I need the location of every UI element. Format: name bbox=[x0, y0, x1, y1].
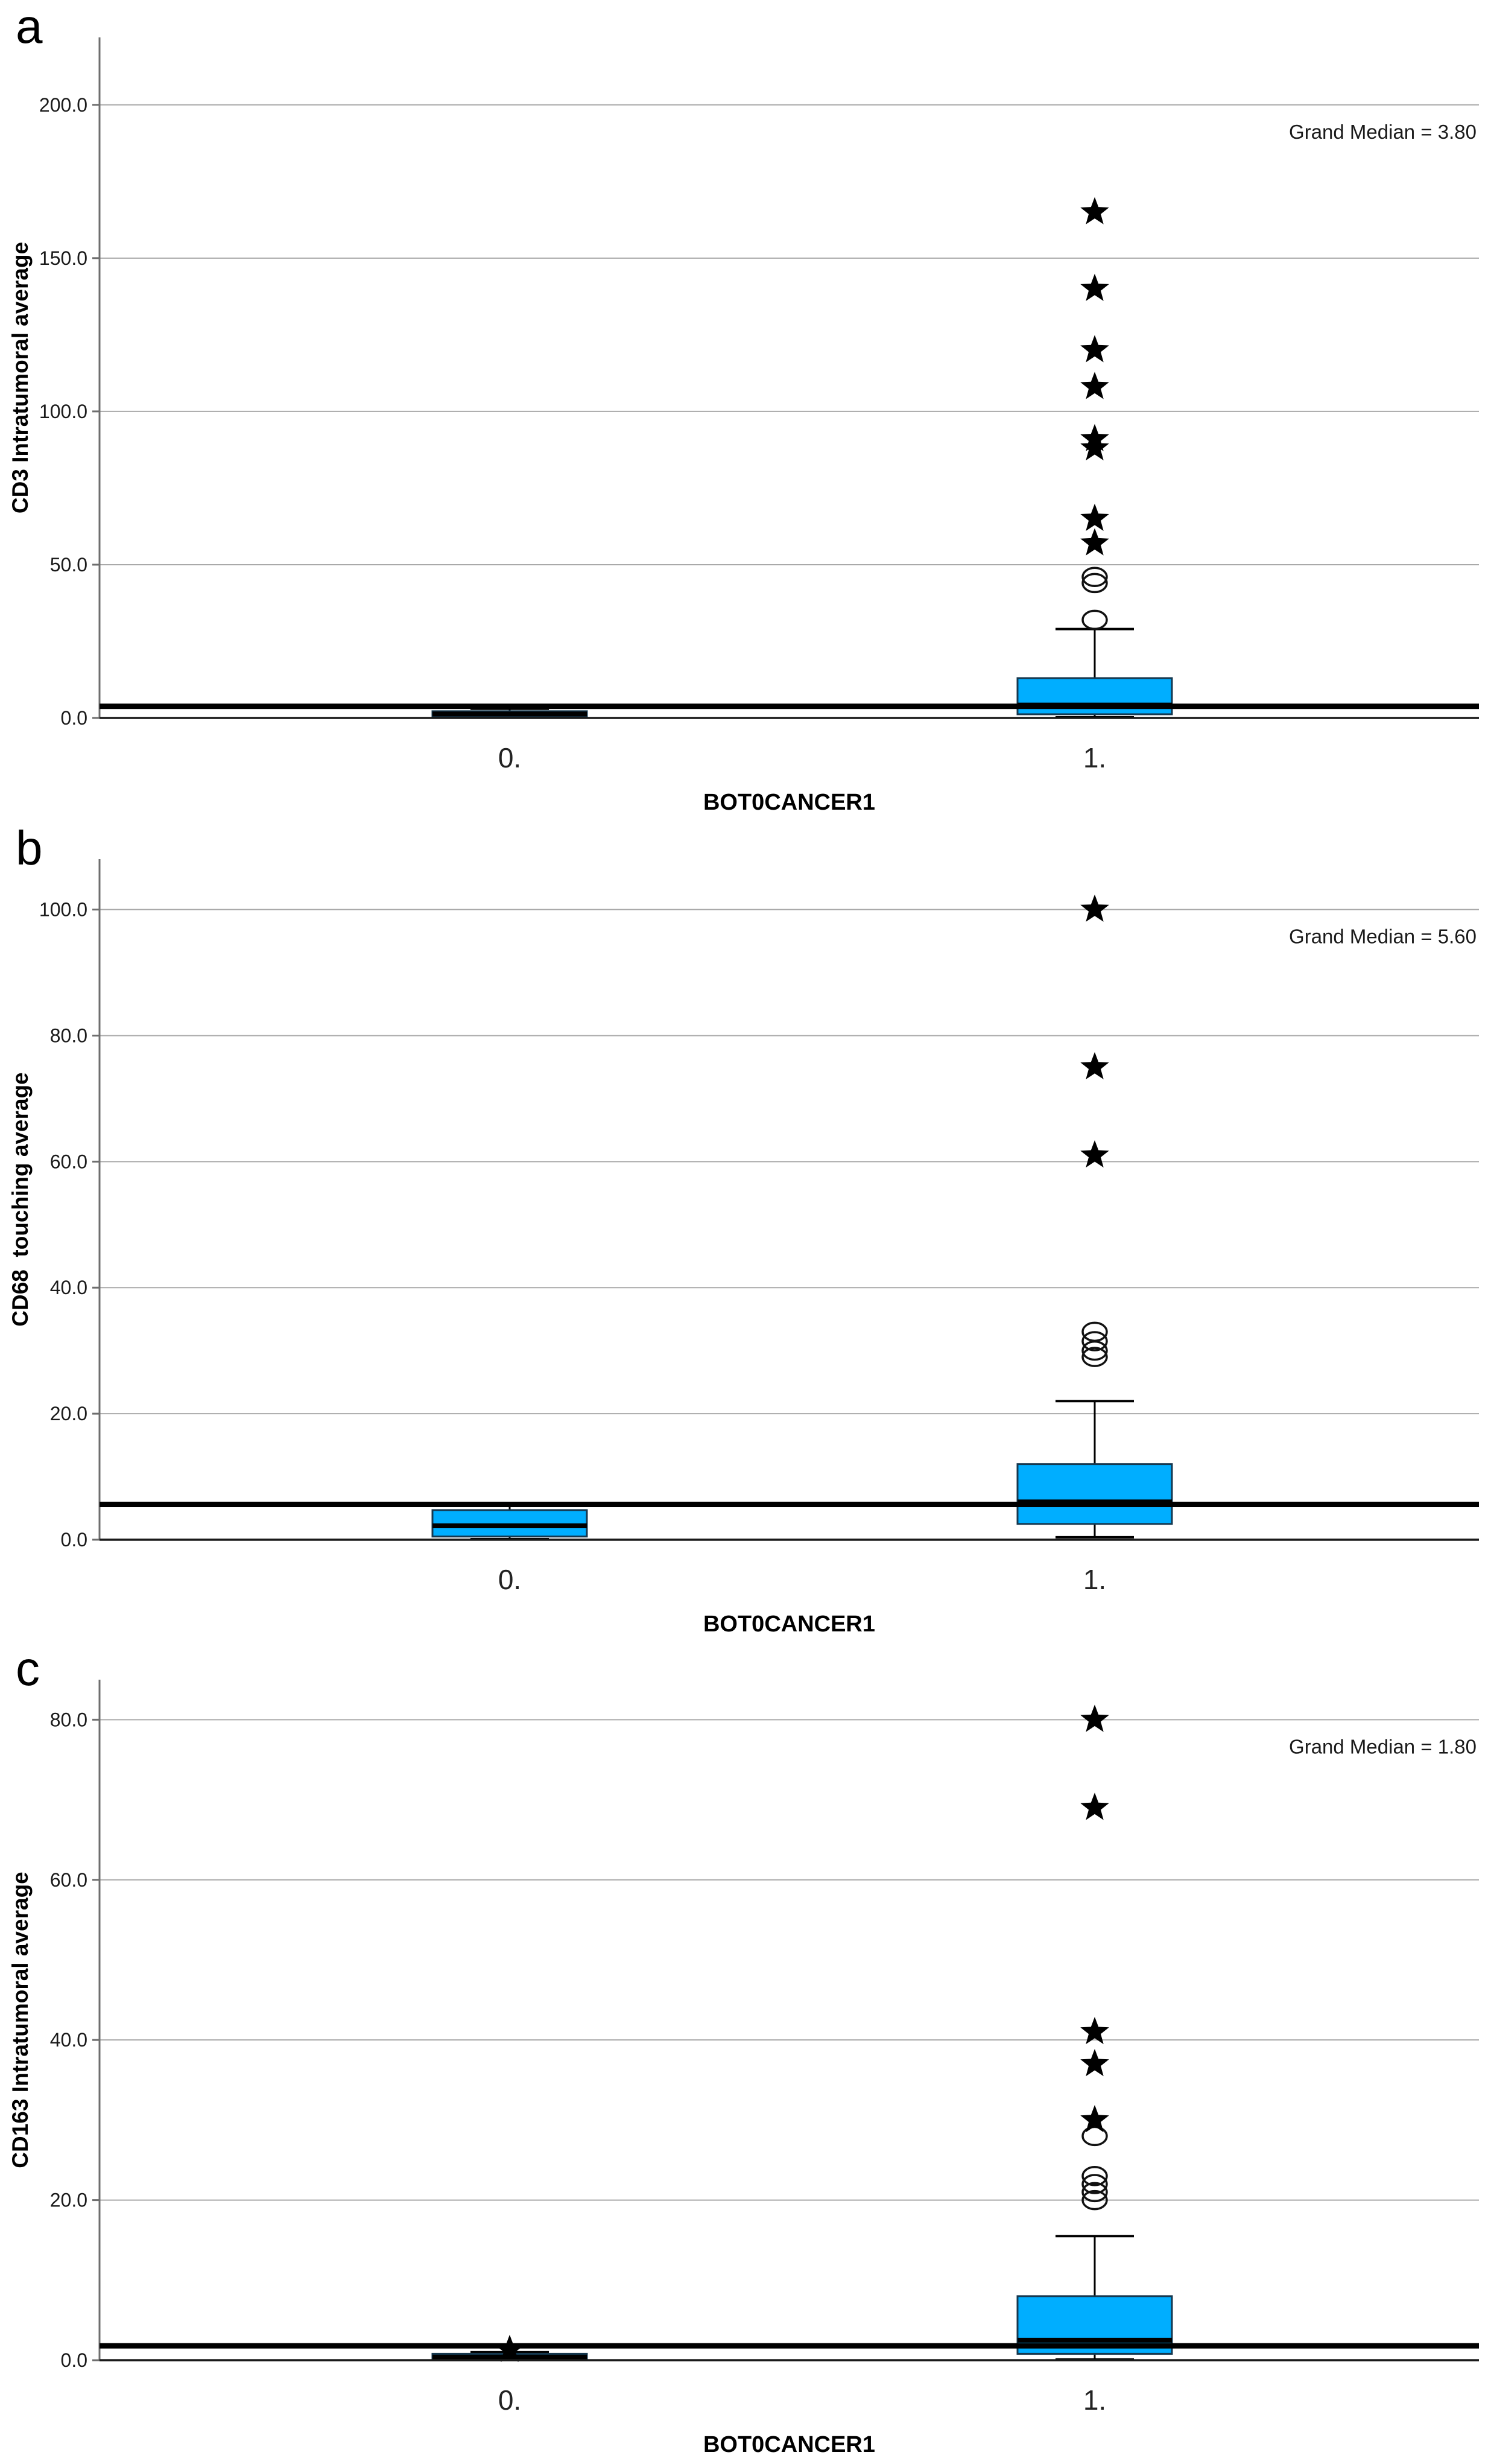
y-tick-label: 0.0 bbox=[61, 707, 87, 729]
outlier-circle bbox=[1081, 2126, 1108, 2147]
y-tick-label: 0.0 bbox=[61, 2349, 87, 2371]
panel-c: c 0.0 20.0 40.0 60.0 80.0 Grand Median = 1.80… bbox=[0, 1642, 1494, 2464]
extreme-star bbox=[1080, 1140, 1109, 1168]
y-tick-label: 40.0 bbox=[50, 2029, 87, 2051]
outlier-circle bbox=[1081, 1321, 1108, 1342]
extreme-star bbox=[1080, 2104, 1109, 2133]
y-tick-label: 80.0 bbox=[50, 1024, 87, 1046]
outlier-circle bbox=[1081, 2189, 1108, 2211]
y-tick-label: 60.0 bbox=[50, 1869, 87, 1891]
extreme-star bbox=[1080, 433, 1109, 461]
extreme-star bbox=[1080, 2049, 1109, 2077]
extreme-star bbox=[1080, 1704, 1109, 1732]
panel-letter-b: b bbox=[16, 821, 43, 875]
y-tick-label: 150.0 bbox=[39, 247, 87, 269]
extreme-star bbox=[1080, 372, 1109, 399]
y-axis-title: CD163 Intratumoral average bbox=[8, 1872, 33, 2168]
y-axis-title: CD68 touching average bbox=[8, 1072, 33, 1327]
outlier-circle bbox=[1081, 2166, 1108, 2186]
y-tick-label: 100.0 bbox=[39, 401, 87, 422]
x-axis-title: BOT0CANCER1 bbox=[703, 2432, 875, 2457]
y-tick-label: 60.0 bbox=[50, 1151, 87, 1172]
extreme-star bbox=[1080, 503, 1109, 531]
y-axis-title: CD3 Intratumoral average bbox=[8, 242, 33, 513]
x-tick-label: 0. bbox=[498, 1564, 521, 1595]
outlier-circle bbox=[1081, 2182, 1108, 2203]
panel-b: b 0.0 20.0 40.0 60.0 80.0 100.0 Grand Median =… bbox=[0, 822, 1494, 1642]
extreme-star bbox=[1080, 197, 1109, 224]
grand-median-annotation: Grand Median = 1.80 bbox=[1289, 1735, 1477, 1758]
extreme-star bbox=[1080, 894, 1109, 922]
outlier-circle bbox=[1081, 1347, 1108, 1367]
y-tick-label: 20.0 bbox=[50, 2189, 87, 2211]
extreme-star bbox=[1080, 273, 1109, 301]
x-axis-title: BOT0CANCER1 bbox=[703, 1611, 875, 1637]
box-group-0 bbox=[431, 1509, 588, 1538]
x-tick-label: 0. bbox=[498, 2384, 521, 2416]
y-tick-label: 80.0 bbox=[50, 1709, 87, 1730]
y-tick-label: 100.0 bbox=[39, 899, 87, 921]
panel-a: a 0.0 50.0 100.0 150.0 200.0 Grand Median = 3… bbox=[0, 0, 1494, 822]
extreme-star bbox=[1080, 2016, 1109, 2045]
extreme-star bbox=[1080, 1052, 1109, 1079]
extreme-star bbox=[1080, 424, 1109, 451]
panel-letter-c: c bbox=[16, 1642, 40, 1695]
outlier-circle bbox=[1081, 2174, 1108, 2194]
y-tick-label: 200.0 bbox=[39, 94, 87, 116]
extreme-star bbox=[1080, 335, 1109, 363]
outlier-circle bbox=[1081, 573, 1108, 594]
grand-median-line bbox=[100, 1502, 1479, 1508]
y-tick-label: 50.0 bbox=[50, 554, 87, 576]
boxplot-cd163-intratumoral: 0.0 20.0 40.0 60.0 80.0 Grand Median = 1.80 CD… bbox=[8, 1680, 1479, 2457]
outlier-circle bbox=[1081, 567, 1108, 588]
y-tick-label: 0.0 bbox=[61, 1529, 87, 1551]
grand-median-annotation: Grand Median = 3.80 bbox=[1289, 121, 1477, 143]
extreme-star bbox=[1080, 528, 1109, 556]
outlier-circle bbox=[1081, 1331, 1108, 1351]
panel-letter-a: a bbox=[16, 0, 43, 53]
grand-median-annotation: Grand Median = 5.60 bbox=[1289, 926, 1477, 948]
y-tick-label: 20.0 bbox=[50, 1403, 87, 1424]
extreme-star bbox=[1080, 1792, 1109, 1820]
grand-median-line bbox=[100, 2343, 1479, 2349]
x-tick-label: 1. bbox=[1083, 742, 1106, 773]
x-tick-label: 1. bbox=[1083, 1564, 1106, 1595]
x-axis-title: BOT0CANCER1 bbox=[703, 790, 875, 815]
box-group-1 bbox=[1016, 1463, 1173, 1525]
y-tick-label: 40.0 bbox=[50, 1277, 87, 1298]
boxplot-cd3-intratumoral: 0.0 50.0 100.0 150.0 200.0 Grand Median = 3.8… bbox=[8, 37, 1479, 815]
boxplot-cd68-touching: 0.0 20.0 40.0 60.0 80.0 100.0 Grand Median = 5… bbox=[8, 859, 1479, 1637]
x-tick-label: 0. bbox=[498, 742, 521, 773]
grand-median-line bbox=[100, 703, 1479, 710]
outlier-circle bbox=[1081, 609, 1108, 630]
x-tick-label: 1. bbox=[1083, 2384, 1106, 2416]
